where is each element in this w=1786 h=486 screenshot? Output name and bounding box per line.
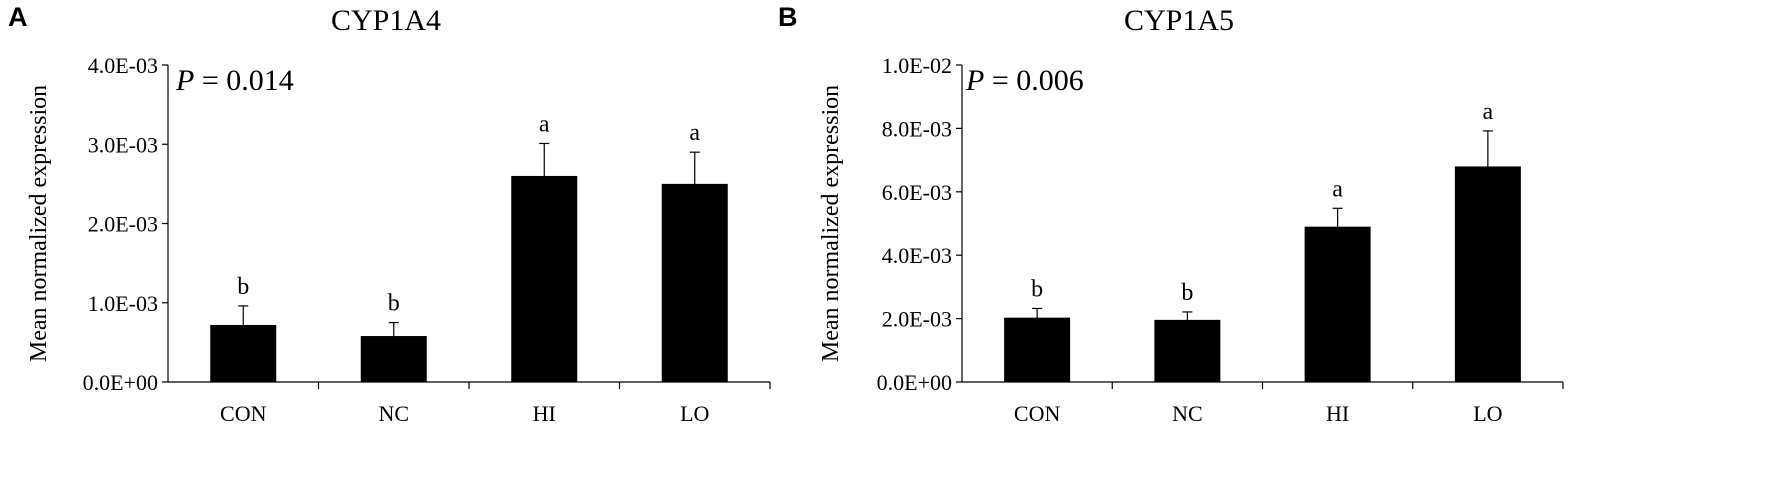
y-tick-label: 1.0E-02 — [882, 53, 952, 78]
y-tick-label: 8.0E-03 — [882, 116, 952, 141]
chart-title: CYP1A5 — [1124, 4, 1234, 37]
panel-letter: B — [778, 2, 798, 32]
p-value-text: = 0.014 — [194, 64, 293, 97]
significance-letter: b — [237, 274, 249, 300]
y-tick-label: 0.0E+00 — [83, 370, 158, 395]
chart-panel-b: B CYP1A5 0.0E+00 2.0E-03 4.0E-03 6.0E-03 8.0E-… — [778, 2, 1564, 426]
p-value-text: = 0.006 — [984, 64, 1083, 97]
bar-hi — [1304, 226, 1371, 382]
significance-letter: a — [539, 111, 550, 137]
y-tick-label: 2.0E-03 — [88, 212, 158, 237]
significance-letter: b — [1181, 280, 1193, 306]
significance-letter: a — [1332, 176, 1343, 202]
significance-letter: b — [1031, 276, 1043, 302]
y-tick-label: 2.0E-03 — [882, 307, 952, 332]
y-tick-label: 3.0E-03 — [88, 132, 158, 157]
x-tick-label: LO — [680, 401, 709, 426]
x-tick-label: CON — [1014, 401, 1061, 426]
significance-letter: b — [388, 291, 400, 317]
x-tick-label: NC — [1172, 401, 1203, 426]
chart-panel-a: A CYP1A4 0.0E+00 1.0E-03 2.0E-03 3.0E-03 4.0E-… — [8, 2, 771, 426]
y-tick-label: 0.0E+00 — [877, 370, 952, 395]
x-tick-label: CON — [220, 401, 267, 426]
bar-hi — [511, 175, 578, 382]
y-tick-label: 4.0E-03 — [882, 243, 952, 268]
x-tick-label: NC — [378, 401, 409, 426]
x-tick-label: LO — [1473, 401, 1502, 426]
bar-lo — [661, 183, 728, 382]
bar-con — [1004, 317, 1071, 382]
bar-nc — [1154, 319, 1221, 382]
y-tick-label: 6.0E-03 — [882, 180, 952, 205]
p-value-symbol: P — [965, 64, 984, 97]
significance-letter: a — [689, 120, 700, 146]
x-tick-label: HI — [1326, 401, 1349, 426]
y-axis-label: Mean normalized expression — [26, 85, 52, 362]
y-axis-label: Mean normalized expression — [818, 85, 844, 362]
panel-letter: A — [8, 2, 28, 32]
y-tick-label: 1.0E-03 — [88, 291, 158, 316]
significance-letter: a — [1483, 99, 1494, 125]
chart-title: CYP1A4 — [331, 4, 441, 37]
x-tick-label: HI — [533, 401, 556, 426]
p-value-label: P = 0.006 — [965, 64, 1084, 97]
p-value-label: P = 0.014 — [175, 64, 294, 97]
p-value-symbol: P — [175, 64, 194, 97]
y-tick-label: 4.0E-03 — [88, 53, 158, 78]
